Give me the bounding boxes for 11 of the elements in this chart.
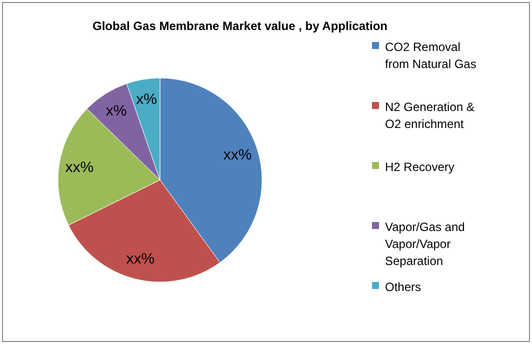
data-label: x% [136, 91, 157, 108]
data-label: x% [106, 102, 127, 120]
legend-label: Vapor/Gas and Vapor/Vapor Separation [385, 220, 465, 268]
data-label: xx% [126, 250, 155, 268]
legend-label: CO2 Removal from Natural Gas [385, 40, 476, 71]
data-label: xx% [223, 146, 252, 164]
legend-label: N2 Generation & O2 enrichment [385, 100, 474, 131]
legend-label: Others [385, 280, 422, 294]
chart-title: Global Gas Membrane Market value , by Application [92, 19, 388, 33]
data-label: xx% [65, 158, 94, 176]
legend-label: H2 Recovery [385, 160, 454, 174]
